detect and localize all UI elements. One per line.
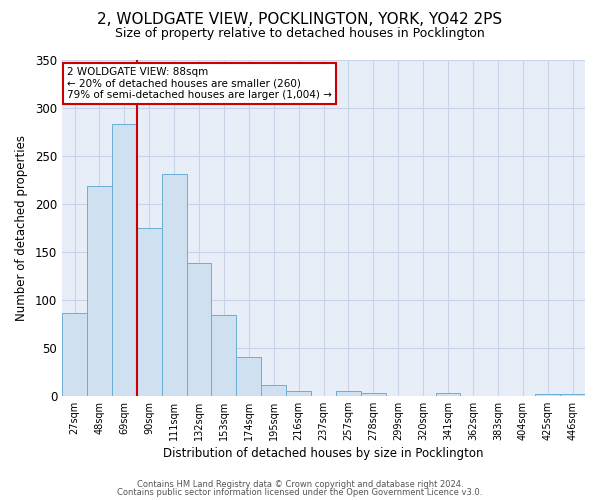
Bar [286,391,311,396]
Bar [137,228,161,396]
Bar [62,313,87,396]
Bar [87,186,112,396]
Bar [161,174,187,396]
X-axis label: Distribution of detached houses by size in Pocklington: Distribution of detached houses by size … [163,447,484,460]
Bar [211,315,236,396]
Text: Contains public sector information licensed under the Open Government Licence v3: Contains public sector information licen… [118,488,482,497]
Bar [361,393,386,396]
Bar [560,394,585,396]
Bar [187,264,211,396]
Y-axis label: Number of detached properties: Number of detached properties [15,135,28,321]
Bar [436,393,460,396]
Text: 2 WOLDGATE VIEW: 88sqm
← 20% of detached houses are smaller (260)
79% of semi-de: 2 WOLDGATE VIEW: 88sqm ← 20% of detached… [67,66,332,100]
Text: 2, WOLDGATE VIEW, POCKLINGTON, YORK, YO42 2PS: 2, WOLDGATE VIEW, POCKLINGTON, YORK, YO4… [97,12,503,28]
Bar [261,385,286,396]
Bar [112,124,137,396]
Bar [236,358,261,396]
Text: Contains HM Land Registry data © Crown copyright and database right 2024.: Contains HM Land Registry data © Crown c… [137,480,463,489]
Bar [336,391,361,396]
Bar [535,394,560,396]
Text: Size of property relative to detached houses in Pocklington: Size of property relative to detached ho… [115,28,485,40]
